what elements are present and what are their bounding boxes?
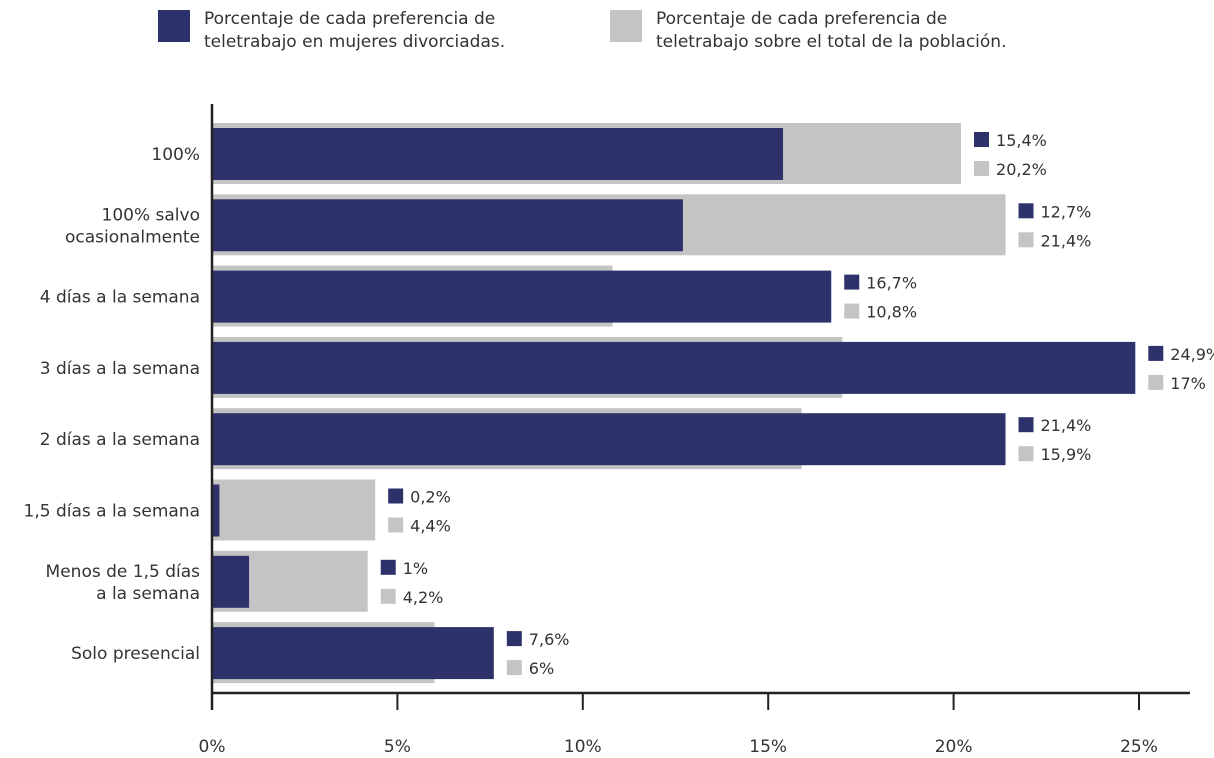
value-label-population-0: 20,2% xyxy=(996,160,1047,179)
legend-swatch-population xyxy=(610,10,642,42)
category-label-4: 2 días a la semana xyxy=(40,430,200,450)
category-label-6-line-0: Menos de 1,5 días xyxy=(46,562,201,582)
value-swatch-population-7 xyxy=(506,660,522,676)
value-label-divorced-7: 7,6% xyxy=(529,630,570,649)
value-swatch-divorced-2 xyxy=(844,274,860,290)
category-label-0: 100% xyxy=(151,145,200,165)
value-label-divorced-4: 21,4% xyxy=(1041,416,1092,435)
legend-label-population: Porcentaje de cada preferencia de teletr… xyxy=(656,9,1007,52)
x-tick-label-1: 5% xyxy=(384,737,411,757)
value-label-population-3: 17% xyxy=(1170,374,1206,393)
value-swatch-divorced-5 xyxy=(388,488,404,504)
legend-label-divorced: Porcentaje de cada preferencia de teletr… xyxy=(204,9,506,52)
value-swatch-population-5 xyxy=(388,517,404,533)
bar-divorced-0 xyxy=(212,128,784,180)
bar-divorced-7 xyxy=(212,627,494,680)
x-tick-label-2: 10% xyxy=(564,737,602,757)
value-label-divorced-0: 15,4% xyxy=(996,131,1047,150)
bar-divorced-6 xyxy=(212,555,250,608)
x-tick-label-4: 20% xyxy=(935,737,973,757)
legend-swatch-divorced xyxy=(158,10,190,42)
legend-item-divorced: Porcentaje de cada preferencia de teletr… xyxy=(158,8,505,54)
category-label-7: Solo presencial xyxy=(71,644,200,664)
bar-divorced-5 xyxy=(212,484,220,537)
value-label-population-7: 6% xyxy=(529,659,554,678)
value-swatch-population-0 xyxy=(974,161,990,176)
bar-divorced-1 xyxy=(212,199,683,252)
bar-divorced-4 xyxy=(212,413,1006,466)
value-label-population-4: 15,9% xyxy=(1041,445,1092,464)
x-tick-label-0: 0% xyxy=(199,737,226,757)
value-label-population-2: 10,8% xyxy=(866,303,917,322)
value-swatch-divorced-0 xyxy=(974,132,990,147)
legend-item-population: Porcentaje de cada preferencia de teletr… xyxy=(610,8,1006,54)
bar-population-5 xyxy=(212,479,376,541)
value-swatch-divorced-7 xyxy=(506,631,522,647)
category-label-3: 3 días a la semana xyxy=(40,359,200,379)
value-swatch-population-1 xyxy=(1018,232,1034,248)
value-swatch-divorced-4 xyxy=(1018,417,1034,433)
value-label-divorced-5: 0,2% xyxy=(410,488,451,507)
value-swatch-population-2 xyxy=(844,303,860,319)
value-swatch-divorced-6 xyxy=(380,559,396,575)
category-label-1-line-0: 100% salvo xyxy=(102,205,200,225)
value-label-population-6: 4,2% xyxy=(403,588,444,607)
value-swatch-population-4 xyxy=(1018,446,1034,462)
value-swatch-population-3 xyxy=(1148,374,1164,390)
x-tick-label-5: 25% xyxy=(1120,737,1158,757)
category-label-1-line-1: ocasionalmente xyxy=(65,227,200,247)
bar-divorced-3 xyxy=(212,341,1136,394)
value-label-divorced-1: 12,7% xyxy=(1041,202,1092,221)
value-swatch-population-6 xyxy=(380,588,396,604)
x-tick-label-3: 15% xyxy=(749,737,787,757)
value-swatch-divorced-3 xyxy=(1148,345,1164,361)
value-label-divorced-2: 16,7% xyxy=(866,274,917,293)
value-swatch-divorced-1 xyxy=(1018,203,1034,219)
category-label-6-line-1: a la semana xyxy=(96,584,200,604)
value-label-population-5: 4,4% xyxy=(410,517,451,536)
value-label-population-1: 21,4% xyxy=(1041,231,1092,250)
bar-divorced-2 xyxy=(212,270,832,323)
category-label-2: 4 días a la semana xyxy=(40,288,200,308)
value-label-divorced-6: 1% xyxy=(403,559,428,578)
legend: Porcentaje de cada preferencia de teletr… xyxy=(0,8,1214,68)
category-label-5: 1,5 días a la semana xyxy=(24,502,200,522)
value-label-divorced-3: 24,9% xyxy=(1170,345,1214,364)
